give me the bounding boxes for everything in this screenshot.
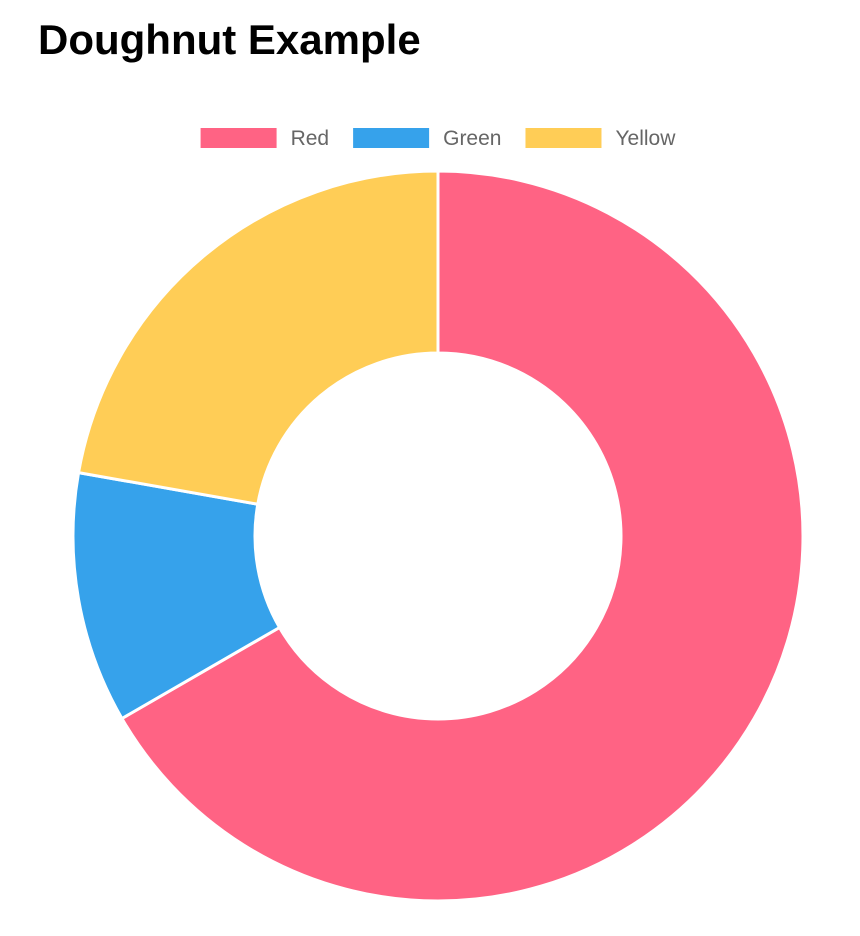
slice-red[interactable] <box>119 169 805 903</box>
chart-legend: Red Green Yellow <box>200 127 676 150</box>
legend-label-green: Green <box>443 127 501 150</box>
legend-item-red[interactable]: Red <box>200 127 330 150</box>
legend-swatch-yellow <box>525 128 602 148</box>
chart-slices <box>71 169 805 903</box>
slice-yellow[interactable] <box>76 169 440 506</box>
legend-item-yellow[interactable]: Yellow <box>525 127 676 150</box>
page-title: Doughnut Example <box>38 16 421 63</box>
legend-swatch-red <box>200 128 277 148</box>
legend-label-yellow: Yellow <box>615 127 676 150</box>
legend-item-green[interactable]: Green <box>353 127 501 150</box>
slice-green[interactable] <box>71 470 282 721</box>
legend-swatch-green <box>353 128 430 148</box>
legend-label-red: Red <box>291 127 330 150</box>
